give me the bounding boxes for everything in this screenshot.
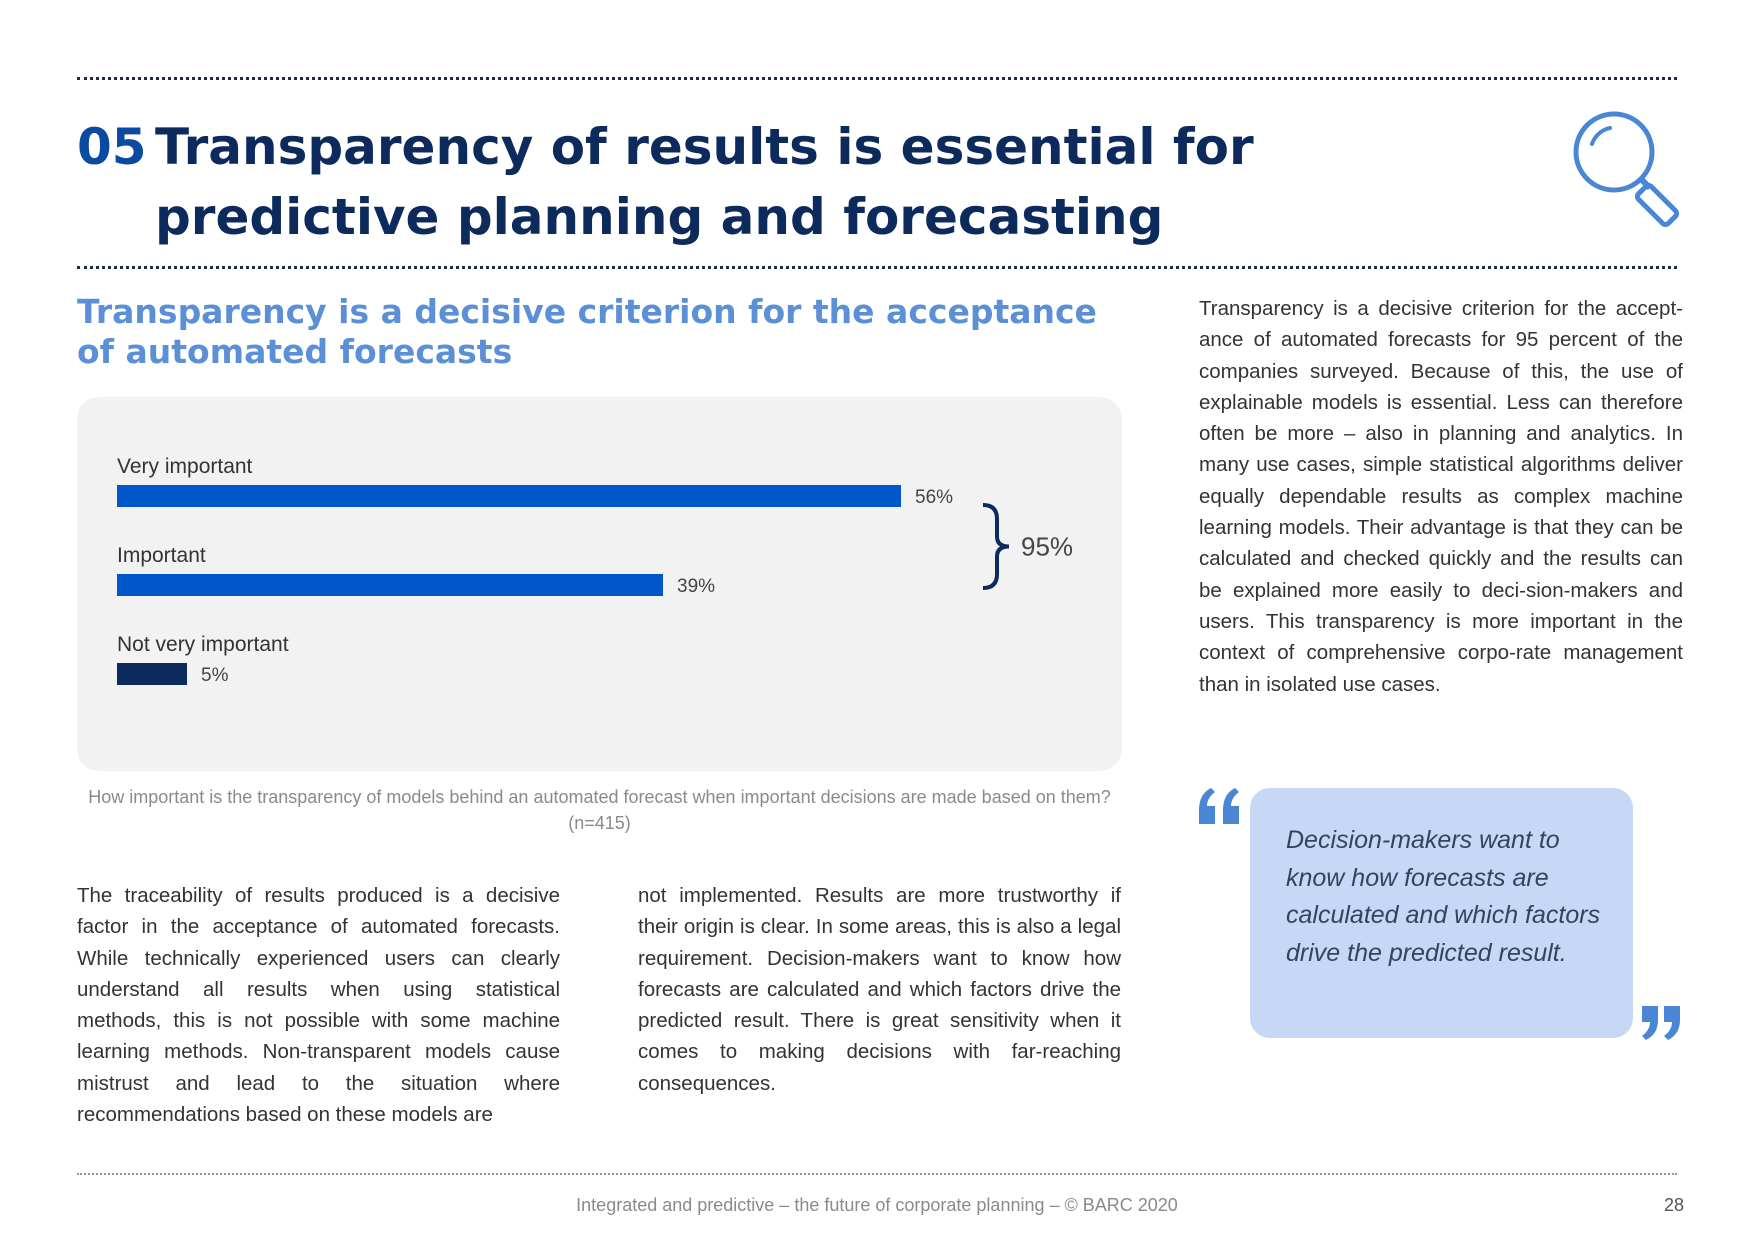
quote-box: Decision-makers want to know how forecas… xyxy=(1250,788,1633,1038)
value-label: 39% xyxy=(677,576,715,597)
value-label: 5% xyxy=(201,665,229,686)
chart-subtitle: Transparency is a decisive criterion for… xyxy=(77,292,1097,371)
bar xyxy=(117,485,901,507)
title-text: Transparency of results is essential for… xyxy=(155,118,1254,246)
top-divider xyxy=(77,77,1677,80)
magnifying-glass-icon xyxy=(1573,111,1680,228)
footer-divider xyxy=(77,1173,1677,1175)
quote-close-icon xyxy=(1642,1006,1680,1040)
bar xyxy=(117,574,663,596)
body-column-1: The traceability of results produced is … xyxy=(77,884,560,1127)
group-brace xyxy=(982,503,1010,590)
chart-caption: How important is the transparency of mod… xyxy=(88,787,1111,833)
quote-text: Decision-makers want to know how forecas… xyxy=(1286,826,1601,967)
sidebar-text: Transparency is a decisive criterion for… xyxy=(1199,297,1683,696)
group-total-label: 95% xyxy=(1021,532,1073,562)
value-label: 56% xyxy=(915,487,953,508)
quote-open-icon xyxy=(1199,788,1239,824)
section-number: 05 xyxy=(77,118,147,176)
category-label: Important xyxy=(117,544,206,567)
title-divider xyxy=(77,266,1677,269)
category-label: Not very important xyxy=(117,633,289,656)
footer-text: Integrated and predictive – the future o… xyxy=(576,1195,1178,1215)
category-label: Very important xyxy=(117,455,253,478)
bar-chart: Very important 56% Important 39% Not very im… xyxy=(117,455,1073,686)
page-number: 28 xyxy=(1663,1195,1684,1215)
bar xyxy=(117,663,187,685)
body-column-2: not implemented. Results are more trustw… xyxy=(638,884,1121,1095)
chart-panel: Very important 56% Important 39% Not very im… xyxy=(77,397,1122,771)
